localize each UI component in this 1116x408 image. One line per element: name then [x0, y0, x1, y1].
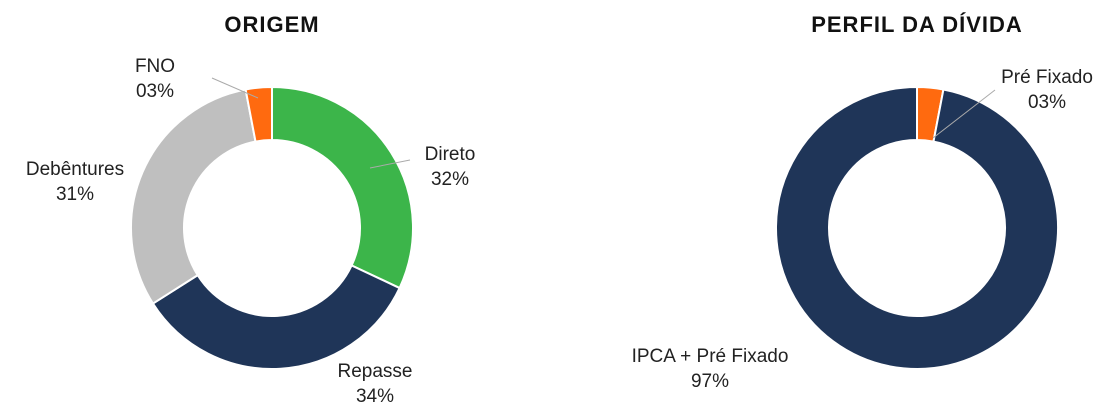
- slice-label: IPCA + Pré Fixado: [632, 346, 789, 367]
- slice-label: Direto: [425, 144, 476, 165]
- slice-value-label: 34%: [356, 386, 394, 407]
- chart-title: PERFIL DA DÍVIDA: [811, 12, 1023, 37]
- slice-label: Repasse: [338, 361, 413, 382]
- donut-slice: [151, 264, 401, 370]
- donut-slice: [130, 88, 257, 305]
- donut-slice: [271, 85, 414, 290]
- slice-label: FNO: [135, 56, 175, 77]
- slice-value-label: 03%: [1028, 92, 1066, 113]
- donut-slice: [775, 85, 1059, 370]
- leader-line: [369, 159, 411, 169]
- donut-slice: [244, 85, 273, 143]
- slice-value-label: 32%: [431, 169, 469, 190]
- leader-line: [932, 89, 996, 139]
- leader-line: [211, 77, 259, 99]
- slice-value-label: 97%: [691, 371, 729, 392]
- slice-value-label: 31%: [56, 184, 94, 205]
- slice-value-label: 03%: [136, 81, 174, 102]
- slice-label: Debêntures: [26, 159, 124, 180]
- chart-title: ORIGEM: [224, 12, 319, 37]
- slice-label: Pré Fixado: [1001, 67, 1093, 88]
